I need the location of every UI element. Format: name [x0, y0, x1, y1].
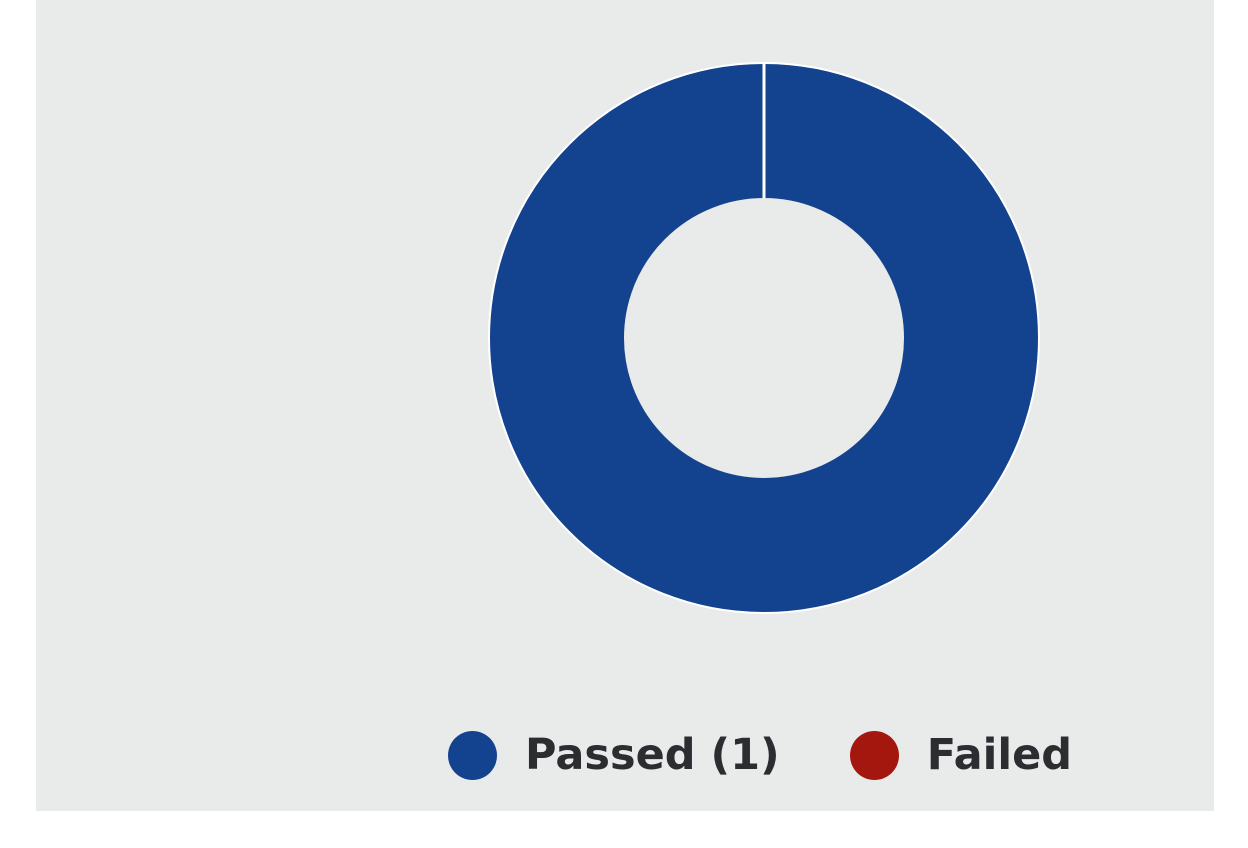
- donut-chart: [488, 62, 1040, 614]
- chart-panel: Passed (1) Failed: [36, 0, 1214, 811]
- legend-label-passed: Passed (1): [525, 730, 780, 780]
- legend-label-failed: Failed: [926, 730, 1073, 780]
- chart-legend: Passed (1) Failed: [448, 724, 1072, 786]
- donut-slices: [488, 62, 1040, 614]
- legend-swatch-failed: [849, 730, 899, 780]
- slice-outline: [488, 62, 1040, 614]
- legend-swatch-passed: [448, 730, 497, 780]
- legend-item-failed[interactable]: Failed: [849, 730, 1073, 780]
- legend-item-passed[interactable]: Passed (1): [448, 730, 780, 780]
